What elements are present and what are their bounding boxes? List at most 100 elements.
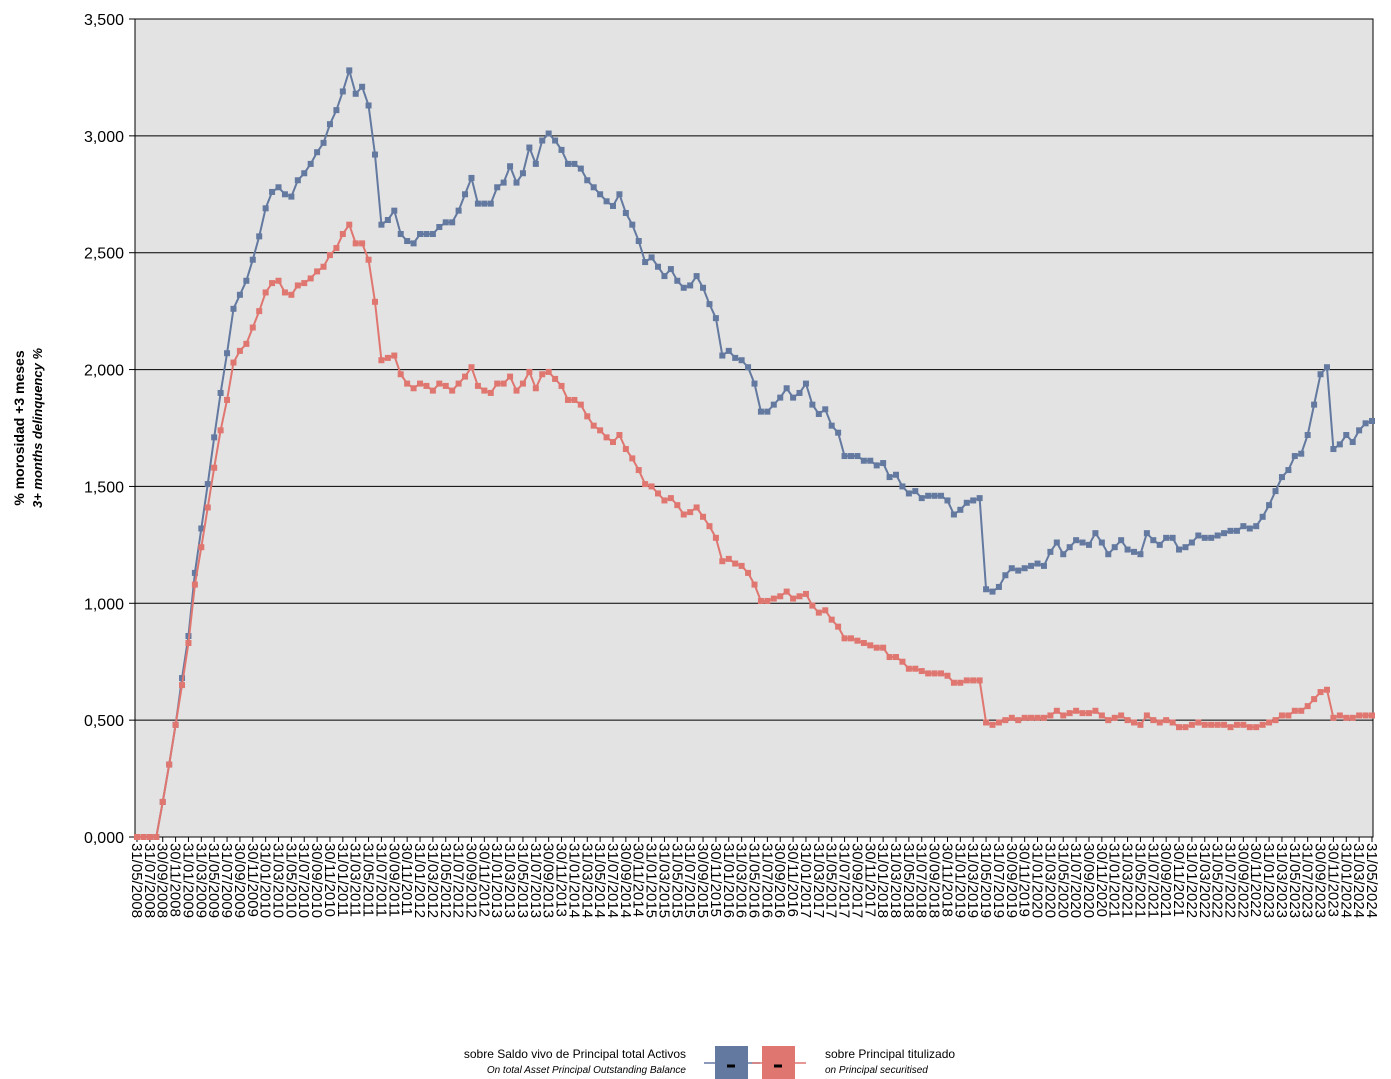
point-marker [847, 635, 854, 642]
x-tick-label: 31/05/2012 [437, 843, 454, 918]
point-marker [642, 259, 649, 266]
point-marker [513, 387, 520, 394]
point-marker [1111, 544, 1118, 551]
point-marker [507, 163, 514, 170]
point-marker [841, 453, 848, 460]
point-marker [757, 408, 764, 415]
point-marker [1092, 707, 1099, 714]
point-marker [1124, 717, 1131, 724]
plot-area [134, 18, 1374, 838]
point-marker [1137, 551, 1144, 558]
point-marker [732, 560, 739, 567]
point-marker [1311, 696, 1318, 703]
x-tick-label: 31/03/2011 [347, 843, 364, 917]
point-marker [436, 380, 443, 387]
y-axis-subtitle: 3+ months delinquency % [30, 348, 45, 508]
point-marker [519, 380, 526, 387]
point-marker [307, 160, 314, 167]
point-marker [494, 184, 501, 191]
point-marker [217, 389, 224, 396]
x-tick-label: 31/07/2008 [141, 843, 158, 918]
point-marker [558, 382, 565, 389]
point-marker [1298, 707, 1305, 714]
x-tick-label: 31/05/2023 [1286, 843, 1303, 918]
point-marker [957, 506, 964, 513]
x-tick-label: 31/03/2015 [655, 843, 672, 918]
point-marker [191, 581, 198, 588]
point-marker [436, 224, 443, 231]
point-marker [1053, 707, 1060, 714]
point-marker [1330, 714, 1337, 721]
point-marker [1034, 714, 1041, 721]
point-marker [1362, 712, 1369, 719]
point-marker [880, 644, 887, 651]
x-tick-label: 30/09/2017 [848, 843, 865, 918]
x-tick-label: 31/07/2018 [913, 843, 930, 918]
point-marker [513, 179, 520, 186]
point-marker [1163, 534, 1170, 541]
point-marker [288, 193, 295, 200]
point-marker [365, 102, 372, 109]
x-tick-label: 31/05/2009 [205, 843, 222, 918]
point-marker [1356, 712, 1363, 719]
point-marker [429, 231, 436, 238]
point-marker [1150, 717, 1157, 724]
x-tick-label: 31/01/2022 [1183, 843, 1200, 918]
point-marker [1176, 546, 1183, 553]
point-marker [1040, 562, 1047, 569]
point-marker [146, 834, 153, 840]
point-marker [1060, 712, 1067, 719]
point-marker [1214, 532, 1221, 539]
point-marker [777, 593, 784, 600]
point-marker [204, 504, 211, 511]
point-marker [970, 497, 977, 504]
point-marker [269, 188, 276, 195]
point-marker [140, 834, 147, 840]
point-marker [462, 373, 469, 380]
point-marker [423, 382, 430, 389]
x-tick-label: 30/09/2011 [385, 843, 402, 917]
x-tick-label: 30/09/2009 [231, 843, 248, 918]
x-tick-label: 30/11/2011 [398, 843, 415, 916]
x-tick-label: 31/05/2024 [1363, 843, 1380, 918]
x-tick-label: 31/03/2024 [1350, 843, 1367, 918]
x-tick-label: 31/01/2009 [179, 843, 196, 918]
point-marker [1008, 565, 1015, 572]
x-tick-label: 31/03/2012 [424, 843, 441, 918]
point-marker [179, 675, 186, 682]
point-marker [429, 387, 436, 394]
point-marker [1085, 710, 1092, 717]
point-marker [1008, 714, 1015, 721]
y-tick-label: 0,500 [84, 713, 124, 730]
point-marker [648, 254, 655, 261]
x-tick-label: 31/05/2013 [514, 843, 531, 918]
point-marker [391, 207, 398, 214]
point-marker [1105, 551, 1112, 558]
point-marker [179, 682, 186, 689]
point-marker [198, 525, 205, 532]
point-marker [925, 492, 932, 499]
x-tick-label: 31/07/2013 [527, 843, 544, 918]
x-tick-label: 30/09/2016 [771, 843, 788, 918]
point-marker [1176, 724, 1183, 731]
point-marker [262, 205, 269, 212]
point-marker [1298, 450, 1305, 457]
point-marker [346, 67, 353, 74]
point-marker [770, 595, 777, 602]
point-marker [642, 481, 649, 488]
x-tick-label: 31/01/2010 [257, 843, 274, 918]
point-marker [281, 289, 288, 296]
x-tick-label: 31/03/2018 [887, 843, 904, 918]
point-marker [989, 588, 996, 595]
point-marker [371, 298, 378, 305]
point-marker [481, 387, 488, 394]
x-tick-label: 30/09/2018 [926, 843, 943, 918]
point-marker [983, 719, 990, 726]
point-marker [1111, 714, 1118, 721]
point-marker [764, 408, 771, 415]
point-marker [1208, 721, 1215, 728]
point-marker [1182, 544, 1189, 551]
point-marker [1349, 714, 1356, 721]
point-marker [970, 677, 977, 684]
y-tick-label: 1,500 [84, 479, 124, 496]
